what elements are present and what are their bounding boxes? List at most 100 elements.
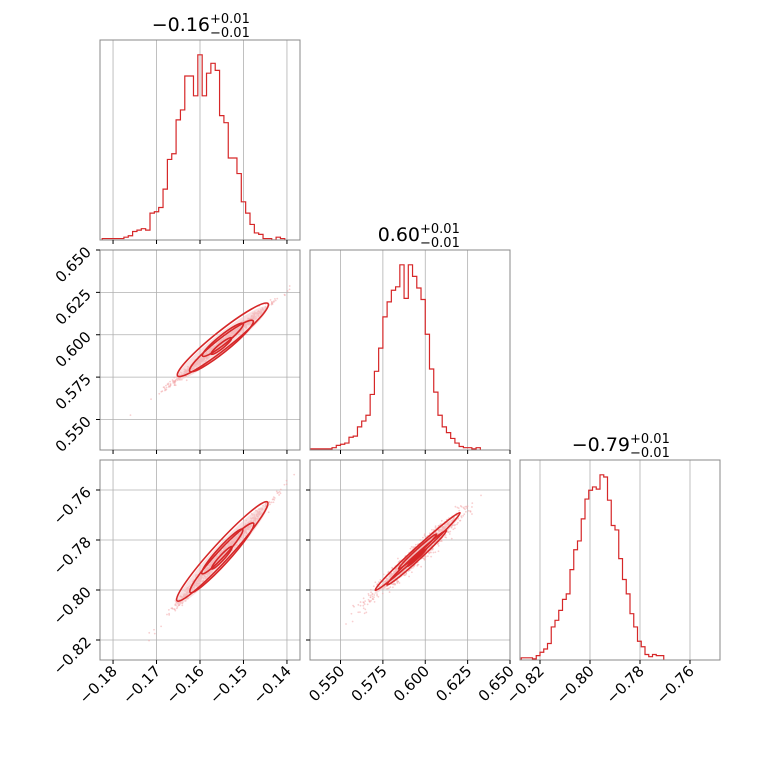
y-tick-label: −0.82 <box>50 633 95 678</box>
y-tick-label: 0.650 <box>52 243 95 286</box>
scatter-point <box>350 612 353 615</box>
scatter-point <box>432 551 435 554</box>
scatter-point <box>434 551 437 554</box>
scatter-point <box>165 384 167 387</box>
y-tick-label: 0.625 <box>52 285 95 328</box>
scatter-point <box>463 513 466 516</box>
scatter-point <box>408 575 410 578</box>
scatter-point <box>359 604 362 607</box>
scatter-point <box>430 555 433 558</box>
scatter-point <box>423 533 426 536</box>
scatter-point <box>164 389 166 392</box>
scatter-point <box>167 382 170 385</box>
scatter-point <box>148 639 150 642</box>
contour-2-sigma <box>176 302 270 378</box>
scatter-point <box>420 565 423 568</box>
scatter-point <box>409 547 412 550</box>
scatter-point <box>173 376 176 379</box>
scatter-point <box>369 596 372 599</box>
scatter-point <box>269 503 271 506</box>
scatter-point <box>174 603 177 605</box>
panel-2-2: −0.82 −0.80 −0.78 −0.76−0.79 +0.01−0.01 <box>503 432 721 707</box>
scatter-point <box>357 611 360 614</box>
scatter-point <box>279 492 282 495</box>
scatter-point <box>405 572 408 575</box>
scatter-point <box>466 505 469 508</box>
scatter-point <box>169 383 172 385</box>
scatter-point <box>271 301 274 304</box>
scatter-point <box>376 594 378 597</box>
scatter-point <box>394 583 396 586</box>
scatter-point <box>371 595 374 598</box>
scatter-point <box>362 607 365 610</box>
scatter-point <box>365 611 368 614</box>
scatter-point <box>376 593 378 596</box>
scatter-point <box>173 608 176 611</box>
scatter-point <box>412 546 415 549</box>
scatter-point <box>440 539 443 541</box>
panel-frame <box>309 249 511 451</box>
scatter-point <box>181 604 184 607</box>
title-minus: −0.01 <box>420 236 460 251</box>
scatter-point <box>469 510 472 512</box>
scatter-point <box>276 297 279 300</box>
scatter-point <box>388 587 390 590</box>
scatter-point <box>163 386 166 389</box>
scatter-point <box>173 382 176 385</box>
scatter-point <box>370 591 372 594</box>
scatter-point <box>273 497 276 499</box>
scatter-point <box>359 601 362 603</box>
scatter-point <box>283 483 286 486</box>
scatter-point <box>448 533 451 535</box>
contours <box>176 302 270 381</box>
x-tick-label: −0.18 <box>76 662 121 707</box>
scatter-point <box>293 473 296 476</box>
contour-1-sigma <box>397 533 438 570</box>
histogram-param-0 <box>101 54 286 240</box>
scatter-point <box>372 585 375 588</box>
y-tick-label: −0.78 <box>50 533 95 578</box>
panel-1-1: 0.60 +0.01−0.01 <box>309 222 511 454</box>
scatter-point <box>436 543 439 545</box>
scatter-point <box>460 516 463 519</box>
x-tick-label: −0.17 <box>119 662 164 707</box>
scatter-point <box>274 298 276 300</box>
x-tick-label: −0.14 <box>250 662 295 707</box>
scatter-point <box>275 490 278 493</box>
scatter-point <box>392 586 394 589</box>
scatter-point <box>160 390 163 393</box>
scatter-point <box>398 582 401 584</box>
scatter-point <box>388 591 391 593</box>
scatter-point <box>362 597 365 600</box>
scatter-point <box>363 612 366 615</box>
scatter-point <box>129 414 132 417</box>
scatter-point <box>450 537 453 540</box>
scatter-point <box>431 528 433 531</box>
scatter-point <box>382 573 385 576</box>
scatter-point <box>411 566 414 569</box>
scatter-point <box>456 506 459 509</box>
scatter-point <box>279 488 282 491</box>
scatter-point <box>288 285 291 287</box>
scatter-point <box>362 604 365 607</box>
scatter-point <box>392 583 394 585</box>
scatter-point <box>269 299 272 301</box>
scatter-point <box>471 506 473 508</box>
scatter-point <box>167 608 170 611</box>
x-tick-label: −0.80 <box>553 662 598 707</box>
scatter-point <box>267 511 270 514</box>
scatter-point <box>148 631 151 634</box>
scatter-point <box>158 392 161 395</box>
scatter-point <box>270 501 273 504</box>
scatter-point <box>381 592 384 595</box>
scatter-point <box>437 544 440 547</box>
scatter-point <box>160 625 163 628</box>
scatter-point <box>456 514 458 517</box>
x-tick-label: 0.600 <box>390 662 433 705</box>
contour-2-sigma <box>374 511 461 592</box>
scatter-point <box>373 600 376 603</box>
scatter-point <box>456 523 458 526</box>
scatter-point <box>449 530 452 533</box>
x-tick-label: 0.550 <box>305 662 348 705</box>
